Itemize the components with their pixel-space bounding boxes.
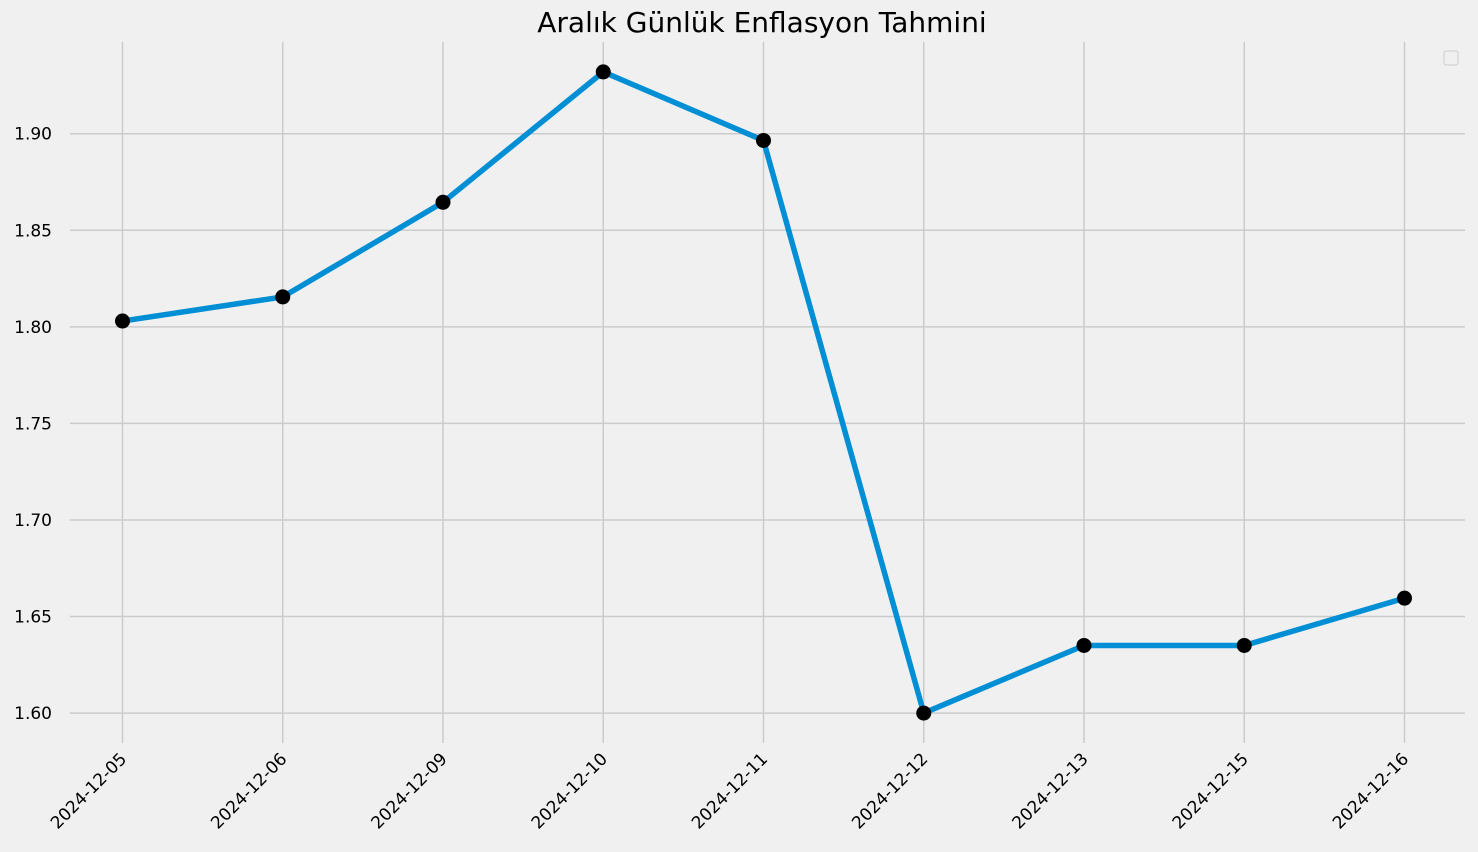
y-tick-label: 1.60	[14, 704, 52, 724]
x-tick-label: 2024-12-11	[688, 749, 772, 833]
data-point	[1397, 590, 1412, 606]
x-tick-label: 2024-12-12	[848, 749, 932, 833]
y-tick-label: 1.80	[14, 318, 52, 338]
grid	[70, 42, 1465, 743]
data-point	[1236, 637, 1252, 653]
x-tick-label: 2024-12-05	[47, 749, 131, 833]
x-tick-label: 2024-12-06	[207, 749, 291, 833]
data-point	[595, 64, 611, 80]
data-point	[916, 705, 932, 721]
x-tick-label: 2024-12-10	[528, 749, 612, 833]
x-tick-label: 2024-12-15	[1169, 749, 1253, 833]
data-points	[115, 64, 1412, 721]
y-tick-label: 1.90	[14, 125, 52, 145]
data-point	[435, 194, 451, 210]
x-tick-label: 2024-12-16	[1329, 749, 1413, 833]
y-tick-label: 1.75	[14, 414, 52, 434]
data-point	[275, 289, 291, 305]
y-tick-label: 1.65	[14, 608, 52, 628]
legend-box	[1443, 50, 1459, 66]
x-tick-label: 2024-12-09	[368, 749, 452, 833]
y-tick-label: 1.70	[14, 511, 52, 531]
chart-title: Aralık Günlük Enflasyon Tahmini	[537, 6, 986, 39]
y-tick-label: 1.85	[14, 221, 52, 241]
data-point	[756, 132, 771, 148]
y-axis-tick-labels: 1.60 1.65 1.70 1.75 1.80 1.85 1.90	[14, 125, 52, 724]
x-axis-tick-labels: 2024-12-05 2024-12-06 2024-12-09 2024-12-10…	[47, 749, 1413, 833]
x-tick-label: 2024-12-13	[1009, 749, 1093, 833]
data-point	[115, 313, 130, 329]
data-point	[1076, 637, 1092, 653]
